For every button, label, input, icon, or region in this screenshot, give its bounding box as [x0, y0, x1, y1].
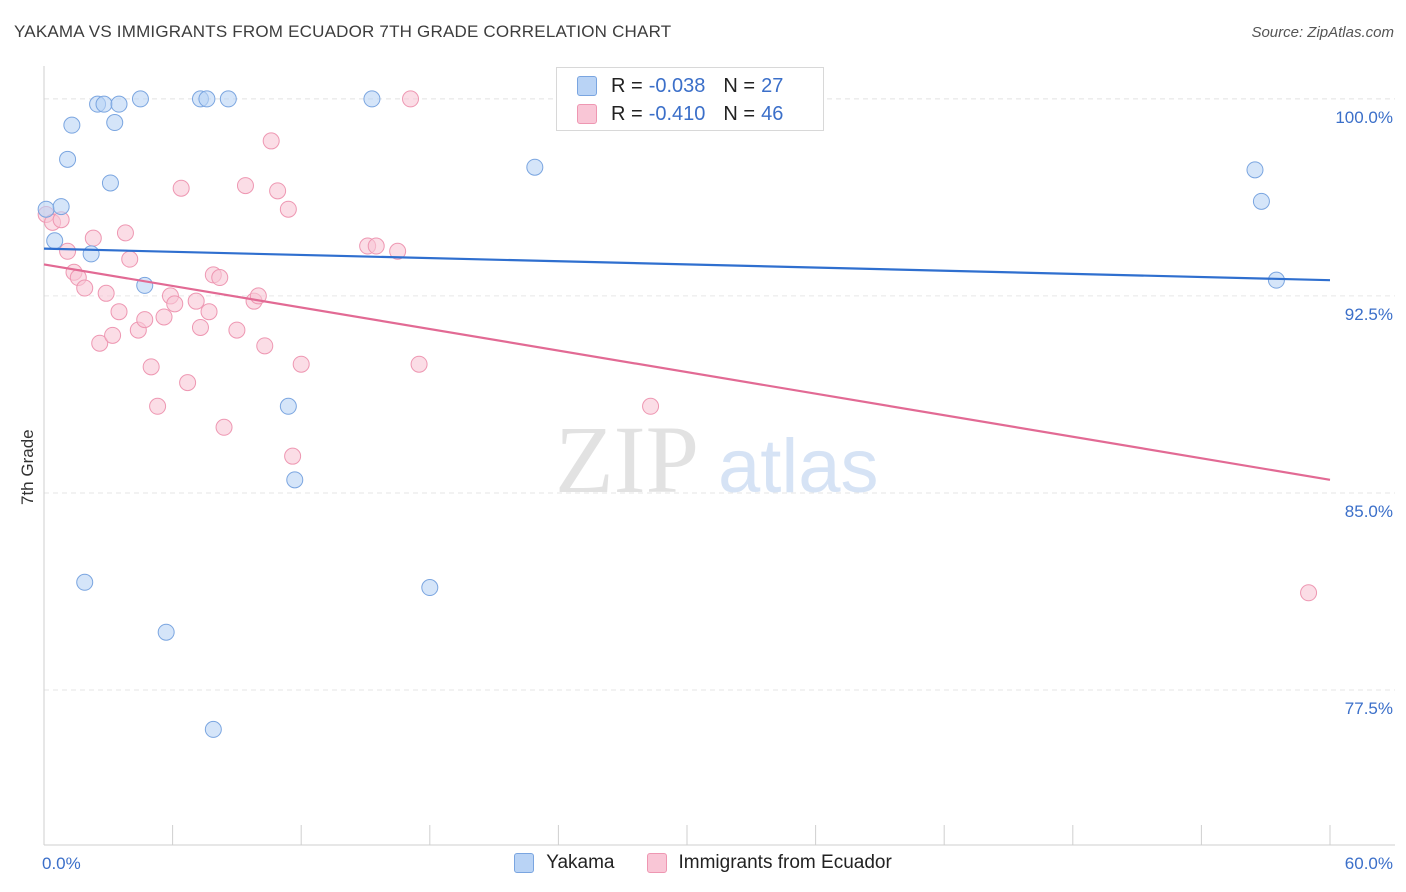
x-tick-label: 60.0%	[1345, 854, 1393, 873]
trend-lines	[43, 247, 1331, 481]
legend-label-ecuador: Immigrants from Ecuador	[678, 852, 892, 873]
legend-label-yakama: Yakama	[546, 852, 615, 873]
point-yakama	[286, 471, 304, 489]
point-ecuador	[200, 303, 218, 321]
point-yakama	[279, 397, 297, 415]
n-label: N =	[723, 74, 756, 97]
legend-item-yakama[interactable]: Yakama	[514, 852, 615, 874]
point-yakama	[63, 116, 81, 134]
point-ecuador	[155, 308, 173, 326]
trend-line-ecuador	[43, 263, 1331, 481]
point-ecuador	[215, 418, 233, 436]
point-ecuador	[256, 337, 274, 355]
point-ecuador	[236, 177, 254, 195]
point-ecuador	[410, 355, 428, 373]
point-ecuador	[110, 303, 128, 321]
series-legend: Yakama Immigrants from Ecuador	[0, 852, 1406, 874]
point-ecuador	[187, 292, 205, 310]
y-tick-label: 77.5%	[1345, 699, 1393, 718]
watermark-atlas: atlas	[718, 424, 879, 509]
y-tick-label: 85.0%	[1345, 502, 1393, 521]
n-value-ecuador: 46	[761, 102, 784, 125]
point-ecuador	[292, 355, 310, 373]
legend-row-yakama: R = -0.038 N = 27	[577, 74, 783, 98]
point-ecuador	[142, 358, 160, 376]
point-ecuador	[284, 447, 302, 465]
point-ecuador	[149, 397, 167, 415]
point-yakama	[363, 90, 381, 108]
point-yakama	[76, 573, 94, 591]
point-yakama	[526, 158, 544, 176]
n-label: N =	[723, 102, 756, 125]
point-ecuador	[136, 311, 154, 329]
point-ecuador	[76, 279, 94, 297]
trend-line-yakama	[43, 247, 1331, 282]
chart-title: YAKAMA VS IMMIGRANTS FROM ECUADOR 7TH GR…	[14, 22, 672, 41]
point-yakama	[131, 90, 149, 108]
point-ecuador	[116, 224, 134, 242]
y-axis-label: 7th Grade	[18, 429, 37, 505]
point-ecuador	[642, 397, 660, 415]
point-yakama	[82, 245, 100, 263]
point-ecuador	[191, 318, 209, 336]
point-ecuador	[59, 242, 77, 260]
point-yakama	[1252, 192, 1270, 210]
point-yakama	[46, 232, 64, 250]
point-yakama	[37, 200, 55, 218]
point-ecuador	[269, 182, 287, 200]
y-tick-label: 92.5%	[1345, 305, 1393, 324]
legend-row-ecuador: R = -0.410 N = 46	[577, 102, 783, 126]
watermark-zip: ZIP	[555, 406, 699, 513]
point-ecuador	[84, 229, 102, 247]
point-yakama	[1267, 271, 1285, 289]
source-label: Source: ZipAtlas.com	[1251, 24, 1394, 41]
y-tick-label: 100.0%	[1335, 108, 1393, 127]
x-tick-label: 0.0%	[42, 854, 81, 873]
point-yakama	[106, 114, 124, 132]
point-ecuador	[211, 269, 229, 287]
point-yakama	[204, 720, 222, 738]
legend-swatch-ecuador	[646, 853, 667, 873]
point-ecuador	[402, 90, 420, 108]
legend-swatch-yakama	[514, 853, 535, 873]
point-yakama	[101, 174, 119, 192]
point-yakama	[1246, 161, 1264, 179]
point-ecuador	[262, 132, 280, 150]
point-ecuador	[104, 326, 122, 344]
point-yakama	[421, 579, 439, 597]
point-yakama	[198, 90, 216, 108]
point-ecuador	[166, 295, 184, 313]
point-yakama	[52, 198, 70, 216]
point-ecuador	[97, 284, 115, 302]
point-ecuador	[367, 237, 385, 255]
point-ecuador	[279, 200, 297, 218]
r-value-yakama: -0.038	[648, 74, 706, 97]
point-yakama	[59, 150, 77, 168]
stats-legend: R = -0.038 N = 27 R = -0.410 N = 46	[556, 67, 824, 131]
legend-swatch-ecuador	[577, 104, 597, 124]
point-ecuador	[172, 179, 190, 197]
point-yakama	[110, 95, 128, 113]
r-label: R =	[611, 74, 643, 97]
point-yakama	[95, 95, 113, 113]
axes	[43, 66, 1395, 846]
point-ecuador	[389, 242, 407, 260]
point-yakama	[219, 90, 237, 108]
n-value-yakama: 27	[761, 74, 784, 97]
tick-labels: 77.5% 85.0% 92.5% 100.0% 0.0% 60.0%	[42, 108, 1393, 873]
point-ecuador	[121, 250, 139, 268]
r-label: R =	[611, 102, 643, 125]
point-yakama	[157, 623, 175, 641]
point-ecuador	[1300, 584, 1318, 602]
legend-item-ecuador[interactable]: Immigrants from Ecuador	[646, 852, 892, 874]
point-ecuador	[228, 321, 246, 339]
legend-swatch-yakama	[577, 76, 597, 96]
point-ecuador	[179, 374, 197, 392]
r-value-ecuador: -0.410	[648, 102, 706, 125]
point-ecuador	[91, 334, 109, 352]
